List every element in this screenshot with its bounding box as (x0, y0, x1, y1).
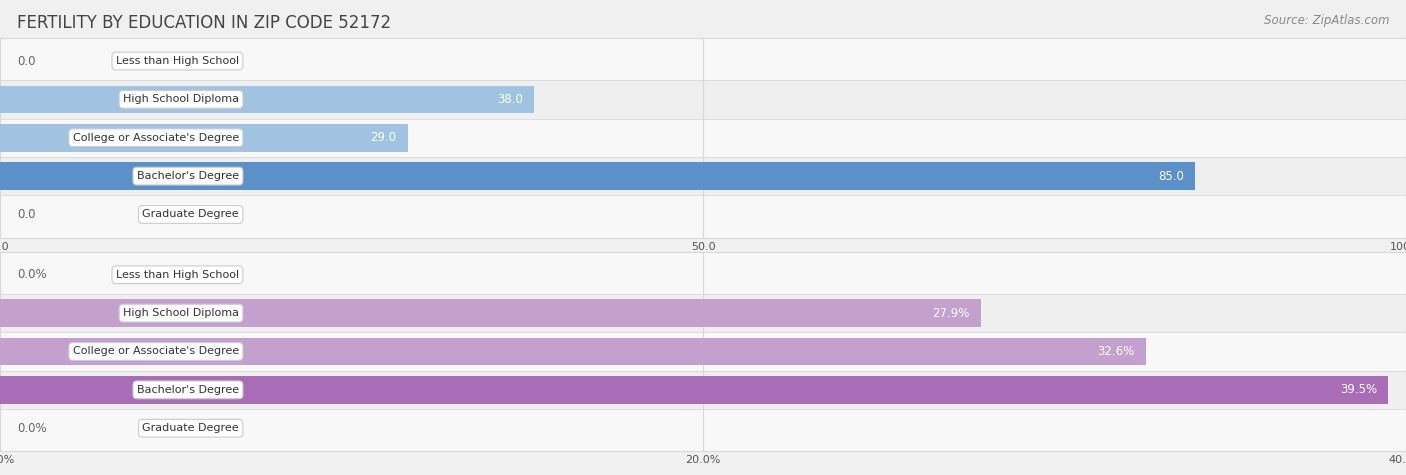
Text: Graduate Degree: Graduate Degree (142, 209, 239, 219)
Bar (0, 80, 1406, 119)
Bar (0, 256, 1406, 294)
Bar (0, 195, 1406, 234)
Text: 0.0: 0.0 (17, 55, 35, 67)
Text: Graduate Degree: Graduate Degree (142, 423, 239, 433)
Bar (0, 124, 408, 152)
Text: FERTILITY BY EDUCATION IN ZIP CODE 52172: FERTILITY BY EDUCATION IN ZIP CODE 52172 (17, 14, 391, 32)
Text: 85.0: 85.0 (1159, 170, 1184, 182)
Bar (0, 376, 1389, 404)
Text: 0.0%: 0.0% (17, 422, 46, 435)
Bar (0, 370, 1406, 409)
Text: Bachelor's Degree: Bachelor's Degree (136, 385, 239, 395)
Text: Less than High School: Less than High School (115, 56, 239, 66)
Text: 29.0: 29.0 (370, 131, 396, 144)
Text: College or Associate's Degree: College or Associate's Degree (73, 133, 239, 143)
Bar (0, 162, 1195, 190)
Text: High School Diploma: High School Diploma (122, 308, 239, 318)
Bar (0, 294, 1406, 332)
Text: Bachelor's Degree: Bachelor's Degree (136, 171, 239, 181)
Text: High School Diploma: High School Diploma (122, 95, 239, 104)
Bar (0, 299, 981, 327)
Text: Source: ZipAtlas.com: Source: ZipAtlas.com (1264, 14, 1389, 27)
Text: College or Associate's Degree: College or Associate's Degree (73, 346, 239, 357)
Text: 27.9%: 27.9% (932, 307, 970, 320)
Text: 0.0: 0.0 (17, 208, 35, 221)
Text: 39.5%: 39.5% (1340, 383, 1376, 396)
Bar (0, 157, 1406, 195)
Bar (0, 86, 534, 113)
Bar (0, 338, 1146, 365)
Text: 32.6%: 32.6% (1098, 345, 1135, 358)
Text: Less than High School: Less than High School (115, 270, 239, 280)
Bar (0, 332, 1406, 371)
Bar (0, 409, 1406, 447)
Text: 0.0%: 0.0% (17, 268, 46, 281)
Text: 38.0: 38.0 (498, 93, 523, 106)
Bar (0, 42, 1406, 80)
Bar (0, 119, 1406, 157)
